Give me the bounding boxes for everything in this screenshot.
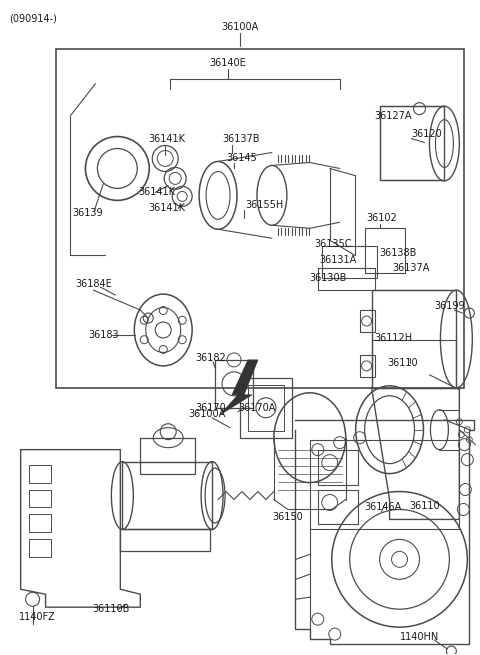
- Bar: [29, 514, 50, 533]
- Text: 36199: 36199: [434, 301, 465, 311]
- Text: 36182: 36182: [195, 353, 226, 363]
- Text: 36110B: 36110B: [93, 604, 130, 614]
- Text: 36170: 36170: [195, 403, 226, 413]
- Text: 36102: 36102: [367, 214, 397, 223]
- Text: 36130B: 36130B: [310, 273, 347, 283]
- Text: 36155H: 36155H: [245, 200, 283, 210]
- Bar: [372, 340, 456, 388]
- Bar: [360, 355, 374, 377]
- Text: 36150: 36150: [273, 512, 303, 523]
- Text: 36110: 36110: [409, 502, 440, 512]
- Text: 36146A: 36146A: [365, 502, 402, 512]
- Text: 36100A: 36100A: [221, 22, 259, 32]
- Bar: [360, 310, 374, 332]
- Text: 36137A: 36137A: [393, 263, 430, 273]
- Text: 36131A: 36131A: [320, 255, 357, 265]
- Bar: [365, 229, 405, 273]
- Bar: [120, 529, 210, 552]
- Text: 36141K: 36141K: [148, 203, 185, 214]
- Bar: [29, 489, 50, 508]
- Text: 36183: 36183: [88, 330, 119, 340]
- Text: 36110: 36110: [387, 358, 418, 368]
- Bar: [380, 105, 444, 180]
- Text: 36145: 36145: [226, 153, 257, 164]
- Text: 36170A: 36170A: [238, 403, 276, 413]
- Text: 36135C: 36135C: [315, 239, 352, 250]
- Bar: [318, 489, 358, 525]
- Bar: [56, 49, 464, 388]
- Bar: [372, 290, 456, 388]
- Text: 36139: 36139: [72, 208, 103, 218]
- Bar: [322, 246, 377, 278]
- Text: 36138B: 36138B: [380, 248, 417, 258]
- Bar: [29, 464, 50, 483]
- Bar: [122, 462, 212, 529]
- Bar: [140, 438, 195, 474]
- Text: 36141K: 36141K: [138, 187, 175, 197]
- Bar: [248, 385, 284, 431]
- Text: 36184E: 36184E: [75, 279, 112, 289]
- Text: 36100A: 36100A: [188, 409, 226, 419]
- Text: (090914-): (090914-): [9, 14, 57, 24]
- Text: 36120: 36120: [411, 128, 442, 139]
- Text: 36127A: 36127A: [374, 111, 412, 121]
- Bar: [29, 539, 50, 557]
- Bar: [318, 449, 358, 485]
- Bar: [240, 378, 292, 438]
- Text: 36137B: 36137B: [222, 134, 260, 143]
- Text: 36141K: 36141K: [148, 134, 185, 143]
- Text: 1140HN: 1140HN: [399, 632, 439, 642]
- Polygon shape: [220, 360, 258, 415]
- Text: 36112H: 36112H: [374, 333, 413, 343]
- Bar: [215, 360, 253, 408]
- Text: 36140E: 36140E: [210, 58, 246, 67]
- Text: 1140FZ: 1140FZ: [19, 612, 55, 622]
